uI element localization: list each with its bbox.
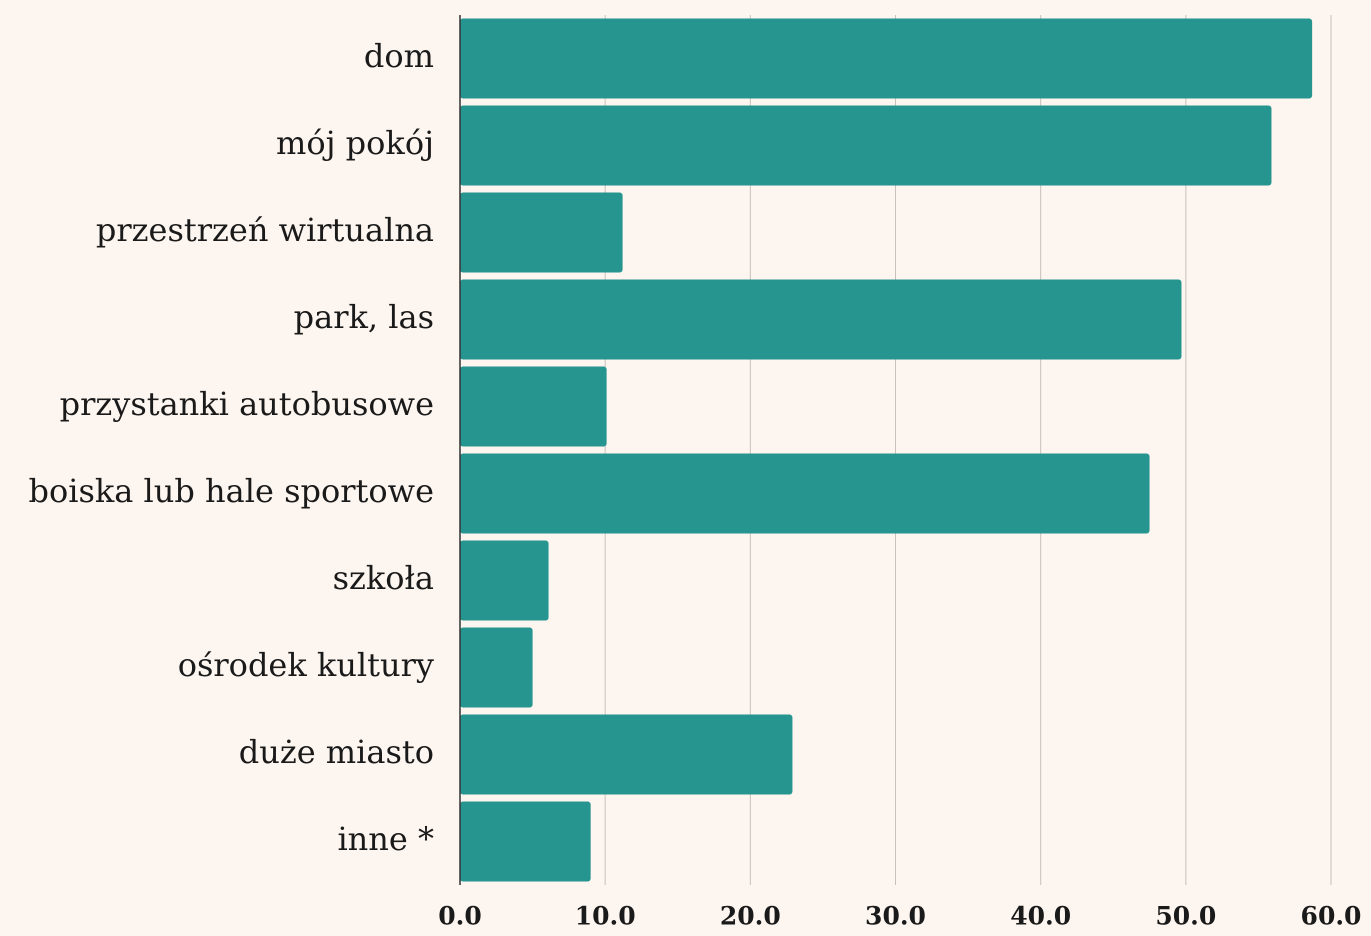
y-tick-label: dom bbox=[364, 37, 434, 75]
bar bbox=[460, 192, 623, 273]
x-tick-label: 40.0 bbox=[1010, 902, 1071, 931]
x-tick-label: 0.0 bbox=[438, 902, 482, 931]
bar bbox=[460, 105, 1272, 186]
y-tick-label: mój pokój bbox=[276, 124, 434, 162]
bar bbox=[460, 801, 591, 882]
y-tick-label: park, las bbox=[294, 298, 434, 336]
y-tick-label: przestrzeń wirtualna bbox=[96, 211, 434, 249]
x-tick-label: 10.0 bbox=[575, 902, 636, 931]
bar bbox=[460, 279, 1182, 360]
x-tick-label: 30.0 bbox=[865, 902, 926, 931]
y-tick-label: inne * bbox=[337, 820, 434, 858]
bar bbox=[460, 627, 533, 708]
y-tick-label: przystanki autobusowe bbox=[60, 385, 434, 423]
y-tick-label: duże miasto bbox=[239, 733, 434, 771]
bar bbox=[460, 366, 607, 447]
y-tick-label: boiska lub hale sportowe bbox=[29, 472, 435, 510]
bar bbox=[460, 18, 1313, 99]
x-tick-label: 60.0 bbox=[1301, 902, 1362, 931]
bar bbox=[460, 453, 1150, 534]
bar bbox=[460, 714, 793, 795]
bar bbox=[460, 540, 549, 621]
y-tick-label: szkoła bbox=[333, 559, 434, 597]
y-tick-label: ośrodek kultury bbox=[178, 646, 434, 684]
x-tick-label: 50.0 bbox=[1155, 902, 1216, 931]
x-tick-label: 20.0 bbox=[720, 902, 781, 931]
